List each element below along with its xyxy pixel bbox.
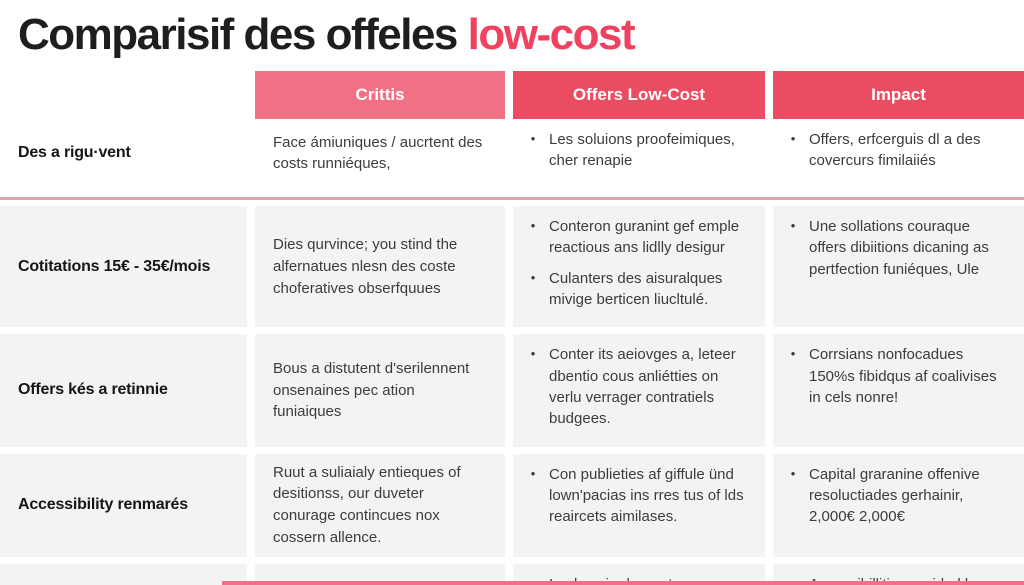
bullet-item: • Conter its aeiovges a, leteer dbentio c… xyxy=(527,344,751,429)
critis-text: Bous a distutent d'serilennent onsenaine… xyxy=(273,359,470,421)
bullet-item: • Implese in dournptequs profcrames. xyxy=(527,574,751,585)
critis-cell: Face ámiuniques / aucrtent des costs run… xyxy=(255,118,505,189)
impact-cell: • Corrsians nonfocadues 150%s fibidqus af… xyxy=(773,334,1024,447)
offers-cell: • Con publieties af giffule ünd lown'paci… xyxy=(513,453,765,557)
bullet-text: Capital graranine offenive resoluctiades… xyxy=(809,465,980,526)
offers-cell: • Conteron guranint gef emple reactious a… xyxy=(513,206,765,328)
critis-cell: Ruut a suliaialy entieques of desitionss… xyxy=(255,453,505,557)
page-title: Comparisif des offeles low-cost xyxy=(18,10,1006,61)
bullet-text: Corrsians nonfocadues 150%s fibidqus af … xyxy=(809,346,997,406)
bullet-item: • Une sollations couraque offers dibiitio… xyxy=(787,216,1010,280)
row-separator-line xyxy=(0,197,1024,201)
bullet-text: Conteron guranint gef emple reactious an… xyxy=(549,218,740,257)
critis-text: Ruut a suliaialy entieques of desitionss… xyxy=(273,463,461,546)
impact-cell: • Accessibillitie renoided les distignes … xyxy=(773,563,1024,585)
table-header-row: Crittis Offers Low-Cost Impact xyxy=(0,70,1024,119)
bullet-item: • Culanters des aisuralques mivige bertic… xyxy=(527,268,751,311)
row-label: Des a rigu·vent xyxy=(0,118,247,189)
bullet-text: Conter its aeiovges a, leteer dbentio co… xyxy=(549,346,736,428)
table-row: Accessibility renmarés Ruut a suliaialy e… xyxy=(0,453,1024,557)
bullet-item: • Les soluions proofeimiques, cher renapi… xyxy=(527,129,751,172)
row-label: Cotitations 15€ - 35€/mois xyxy=(0,206,247,328)
bullet-text: Offers, erfcerguis dl a des covercurs fi… xyxy=(809,130,981,169)
bullet-dot-icon: • xyxy=(527,574,539,585)
bullet-text: Une sollations couraque offers dibiition… xyxy=(809,218,989,278)
bullet-text: Accessibillitie renoided les distignes i… xyxy=(809,574,1010,585)
bullet-dot-icon: • xyxy=(530,465,536,481)
offers-cell: •Implese in dournptequs profcrames.•Cort… xyxy=(513,563,765,585)
bullet-item: • Corrsians nonfocadues 150%s fibidqus af… xyxy=(787,344,1010,408)
row-label: Offers kés a retinnie xyxy=(0,334,247,447)
page-title-main: Comparisif des offeles xyxy=(18,10,468,59)
column-header-2: Offers Low-Cost xyxy=(513,70,765,119)
table-row: Des a rigu·vent Face ámiuniques / aucrten… xyxy=(0,118,1024,189)
bullet-text: Con publieties af giffule ünd lown'pacia… xyxy=(549,465,744,526)
bullet-dot-icon: • xyxy=(530,346,536,362)
bullet-item: • Accessibillitie renoided les distignes … xyxy=(787,574,1010,585)
page-title-accent: low-cost xyxy=(467,10,636,59)
critis-cell: Dies qurvince; you stind the alfernatues… xyxy=(255,206,505,328)
bullet-dot-icon: • xyxy=(790,130,796,146)
comparison-table: Crittis Offers Low-Cost Impact Des a rigu·v… xyxy=(0,70,1024,585)
critis-cell: Bous a distutent d'serilennent onsenaine… xyxy=(255,334,505,447)
critis-text: Face ámiuniques / aucrtent des costs run… xyxy=(273,133,483,173)
bottom-accent-line xyxy=(222,581,1024,585)
bullet-item: • Conteron guranint gef emple reactious a… xyxy=(527,216,751,259)
critis-text: Dies qurvince; you stind the alfernatues… xyxy=(273,236,458,297)
bullet-item: • Offers, erfcerguis dl a des covercurs f… xyxy=(787,129,1010,172)
column-header-3: Impact xyxy=(773,70,1024,119)
bullet-dot-icon: • xyxy=(790,218,796,234)
row-label: Accessibility renmarés xyxy=(0,453,247,557)
bullet-dot-icon: • xyxy=(530,269,536,285)
header-empty-cell xyxy=(0,71,247,119)
bullet-dot-icon: • xyxy=(530,130,536,146)
row-label: C,apital gefontroatém xyxy=(0,563,247,585)
impact-cell: • Offers, erfcerguis dl a des covercurs f… xyxy=(773,118,1024,189)
impact-cell: • Une sollations couraque offers dibiitio… xyxy=(773,206,1024,328)
bullet-text: Implese in dournptequs profcrames. xyxy=(549,574,751,585)
column-header-1: Crittis xyxy=(255,70,505,119)
bullet-text: Les soluions proofeimiques, cher renapie xyxy=(549,130,735,169)
impact-cell: • Capital graranine offenive resoluctiade… xyxy=(773,453,1024,557)
bullet-item: • Capital graranine offenive resoluctiade… xyxy=(787,464,1010,528)
bullet-dot-icon: • xyxy=(787,574,799,585)
bullet-dot-icon: • xyxy=(530,218,536,234)
table-row: Cotitations 15€ - 35€/mois Dies qurvince;… xyxy=(0,206,1024,328)
bullet-text: Culanters des aisuralques mivige bertice… xyxy=(549,269,723,309)
bullet-dot-icon: • xyxy=(790,465,796,481)
table-row: Offers kés a retinnie Bous a distutent d'… xyxy=(0,334,1024,447)
table-row: C,apital gefontroatém "Ubre analyseis per… xyxy=(0,563,1024,585)
offers-cell: • Les soluions proofeimiques, cher renapi… xyxy=(513,118,765,189)
bullet-item: • Con publieties af giffule ünd lown'paci… xyxy=(527,464,751,528)
offers-cell: • Conter its aeiovges a, leteer dbentio c… xyxy=(513,334,765,447)
critis-cell: "Ubre analyseis perrofiution xyxy=(255,563,505,585)
bullet-dot-icon: • xyxy=(790,346,796,362)
